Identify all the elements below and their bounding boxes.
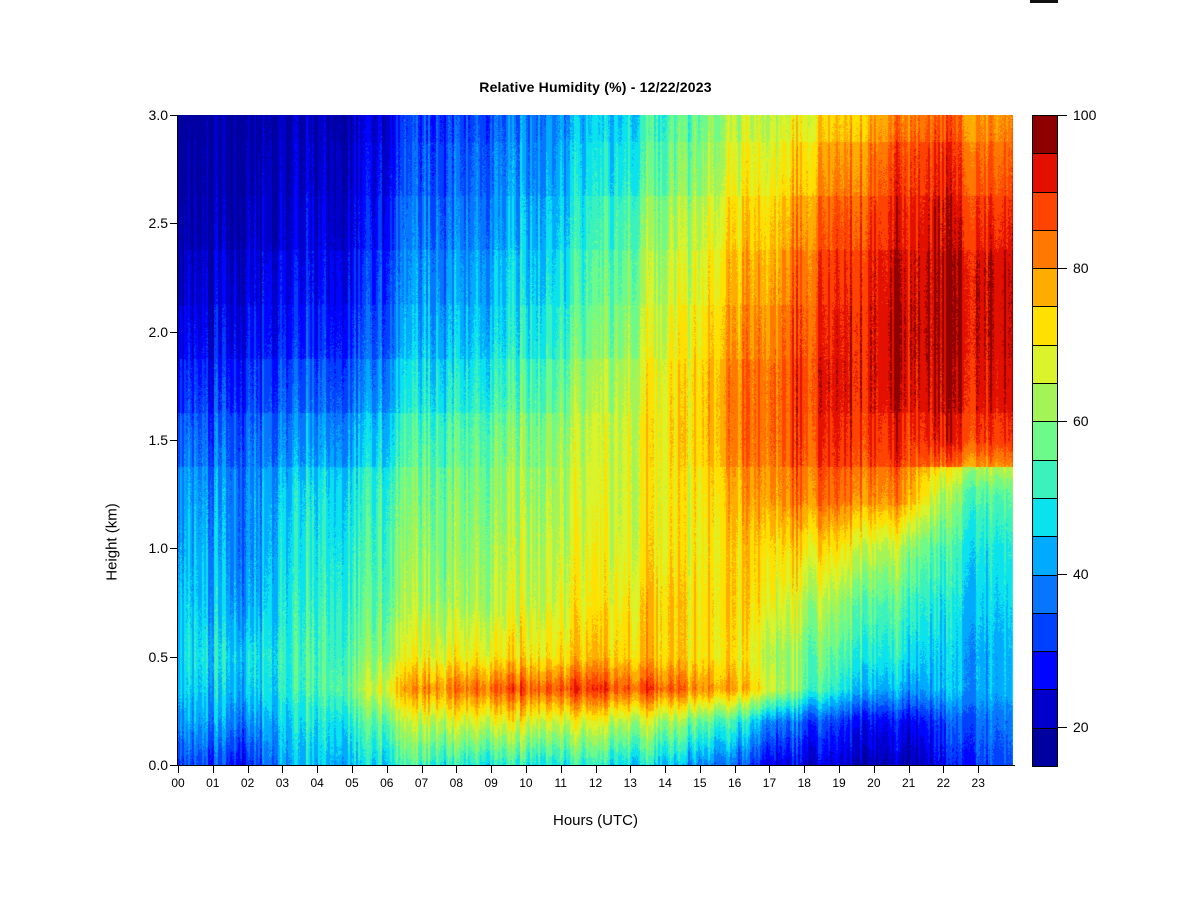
x-tick-label: 13 — [623, 776, 637, 790]
x-tick-label: 05 — [345, 776, 359, 790]
colorbar-segment — [1033, 728, 1057, 767]
colorbar-segment — [1033, 307, 1057, 346]
colorbar-tick-label: 40 — [1073, 565, 1089, 582]
x-tick-label: 02 — [240, 776, 255, 790]
y-tick-mark — [170, 656, 177, 658]
x-tick-label: 16 — [727, 776, 742, 790]
x-tick-mark — [560, 766, 562, 773]
x-tick-label: 10 — [519, 776, 533, 790]
y-axis-label: Height (km) — [103, 503, 121, 581]
x-tick-mark — [351, 766, 353, 773]
x-tick-label: 14 — [658, 776, 672, 790]
x-tick-label: 00 — [171, 776, 185, 790]
colorbar-tick-mark — [1058, 420, 1067, 422]
colorbar-tick-mark — [1058, 267, 1067, 269]
colorbar-segment — [1033, 460, 1057, 499]
x-tick-mark — [734, 766, 736, 773]
colorbar-tick-mark — [1058, 115, 1067, 116]
x-tick-mark — [769, 766, 771, 773]
x-tick-mark — [386, 766, 388, 773]
x-tick-mark — [839, 766, 841, 773]
x-tick-mark — [630, 766, 632, 773]
y-tick-mark — [170, 548, 177, 550]
x-tick-label: 07 — [414, 776, 429, 790]
x-tick-label: 12 — [588, 776, 603, 790]
x-tick-label: 18 — [797, 776, 811, 790]
x-tick-label: 04 — [310, 776, 324, 790]
x-tick-mark — [317, 766, 319, 773]
colorbar-segment — [1033, 384, 1057, 423]
y-tick-label: 1.0 — [148, 540, 168, 557]
x-tick-label: 03 — [275, 776, 290, 790]
colorbar-segment — [1033, 345, 1057, 385]
x-tick-label: 20 — [867, 776, 881, 790]
x-tick-mark — [699, 766, 701, 773]
chart-title: Relative Humidity (%) - 12/22/2023 — [479, 79, 712, 95]
x-tick-label: 19 — [832, 776, 846, 790]
window-artifact-bar — [1030, 0, 1058, 3]
colorbar-segment — [1033, 230, 1057, 270]
x-tick-label: 09 — [484, 776, 498, 790]
y-tick-label: 0.5 — [148, 648, 168, 665]
y-tick-label: 0.0 — [148, 757, 168, 773]
colorbar-segment — [1033, 422, 1057, 461]
x-tick-label: 15 — [693, 776, 707, 790]
x-tick-mark — [595, 766, 597, 773]
x-tick-mark — [247, 766, 249, 773]
colorbar-segment — [1033, 154, 1057, 193]
x-tick-label: 01 — [206, 776, 220, 790]
colorbar-tick-label: 20 — [1073, 718, 1089, 735]
y-tick-label: 3.0 — [148, 107, 168, 123]
x-tick-mark — [908, 766, 910, 773]
x-tick-mark — [525, 766, 527, 773]
colorbar-tick-label: 100 — [1073, 107, 1097, 123]
y-tick-mark — [170, 223, 177, 225]
colorbar-segment — [1033, 116, 1057, 155]
humidity-heatmap-canvas — [178, 115, 1013, 765]
x-tick-label: 17 — [762, 776, 777, 790]
colorbar-segment — [1033, 690, 1057, 729]
x-tick-mark — [665, 766, 667, 773]
y-tick-label: 2.0 — [148, 323, 168, 340]
x-tick-label: 08 — [449, 776, 463, 790]
colorbar-segment — [1033, 537, 1057, 576]
x-tick-label: 22 — [936, 776, 951, 790]
colorbar-segment — [1033, 575, 1057, 614]
x-tick-label: 21 — [901, 776, 916, 790]
x-tick-mark — [178, 766, 179, 773]
colorbar-tick-mark — [1058, 573, 1067, 575]
colorbar-segment — [1033, 192, 1057, 231]
colorbar — [1032, 115, 1058, 767]
x-tick-mark — [978, 766, 980, 773]
x-tick-mark — [212, 766, 214, 773]
colorbar-segment — [1033, 269, 1057, 308]
x-tick-mark — [282, 766, 284, 773]
x-axis-line — [177, 765, 1015, 766]
colorbar-tick-label: 80 — [1073, 259, 1089, 276]
y-tick-mark — [170, 765, 177, 766]
x-tick-label: 11 — [554, 776, 567, 790]
x-tick-mark — [491, 766, 493, 773]
y-tick-label: 1.5 — [148, 432, 168, 448]
y-tick-label: 2.5 — [148, 215, 168, 232]
x-tick-label: 06 — [380, 776, 394, 790]
colorbar-tick-mark — [1058, 726, 1067, 728]
x-tick-mark — [421, 766, 423, 773]
colorbar-segment — [1033, 613, 1057, 653]
y-tick-mark — [170, 440, 177, 441]
x-tick-mark — [943, 766, 945, 773]
colorbar-segment — [1033, 498, 1057, 538]
x-axis-label: Hours (UTC) — [553, 812, 638, 829]
x-tick-label: 23 — [971, 776, 985, 790]
colorbar-tick-label: 60 — [1073, 412, 1089, 429]
x-tick-mark — [873, 766, 875, 773]
x-tick-mark — [456, 766, 458, 773]
x-tick-mark — [804, 766, 806, 773]
colorbar-segment — [1033, 652, 1057, 691]
y-tick-mark — [170, 115, 177, 116]
y-axis-line — [177, 115, 178, 766]
y-tick-mark — [170, 331, 177, 333]
